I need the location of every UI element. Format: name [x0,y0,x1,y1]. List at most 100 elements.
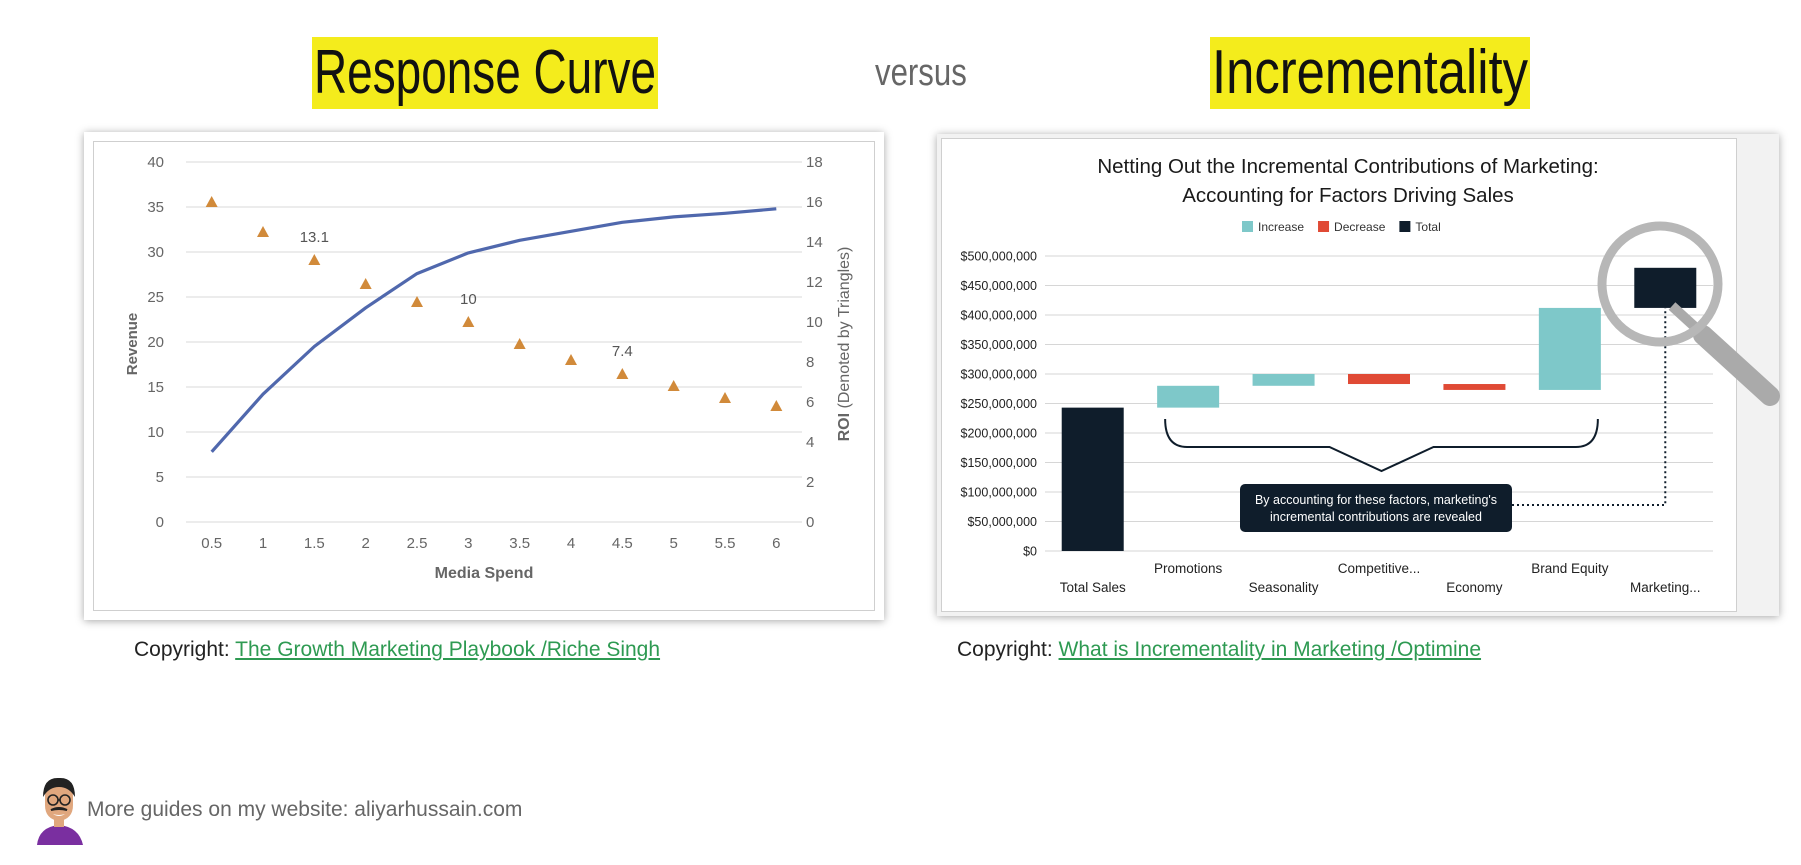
y-tick-label: $200,000,000 [961,427,1038,441]
incrementality-panel: Netting Out the Incremental Contribution… [937,134,1780,616]
callout-line-2: incremental contributions are revealed [1270,510,1482,524]
roi-triangle-marker [411,296,423,307]
x-tick-label: 6 [772,535,780,552]
y2-axis-label-bold: ROI [836,413,853,441]
waterfall-bar [1538,307,1601,390]
cartoon-avatar-icon [37,777,83,845]
y-tick-label: $0 [1023,545,1037,559]
footer-website-text: More guides on my website: aliyarhussain… [87,798,523,821]
roi-triangle-marker [616,368,629,379]
y2-tick-label: 10 [806,314,823,331]
x-tick-label: 2 [361,535,369,552]
x-category-label: Total Sales [1060,580,1126,595]
y-tick-label: $500,000,000 [961,250,1038,264]
copyright-right-prefix: Copyright: [957,638,1059,661]
footer: More guides on my website: aliyarhussain… [33,775,522,845]
roi-data-label: 7.4 [612,343,633,360]
factors-brace [1164,418,1599,473]
roi-triangle-marker [565,354,577,365]
y-tick-label: 25 [147,289,164,306]
roi-triangle-marker [359,278,372,289]
chart-legend: Increase Decrease Total [1242,220,1441,234]
roi-triangle-marker [513,338,526,349]
y-tick-label: 35 [147,199,164,216]
roi-data-label: 10 [460,291,477,308]
x-tick-label: 2.5 [407,535,428,552]
legend-label: Increase [1258,220,1304,234]
y2-tick-label: 18 [806,154,823,171]
y-tick-label: $250,000,000 [961,397,1038,411]
x-tick-label: 5.5 [715,535,736,552]
legend-swatch [1318,221,1330,232]
y-tick-label: $100,000,000 [961,486,1038,500]
waterfall-bar [1634,267,1697,308]
y-tick-label: 30 [147,244,164,261]
x-category-label: Promotions [1154,561,1223,576]
legend-swatch [1242,221,1253,232]
chart-title-line-2: Accounting for Factors Driving Sales [1182,184,1514,207]
x-tick-label: 1 [259,535,267,552]
y-tick-label: 20 [147,334,164,351]
callout-line-1: By accounting for these factors, marketi… [1255,493,1497,507]
roi-triangle-marker [257,226,269,237]
waterfall-bar [1252,374,1315,386]
y2-tick-label: 14 [806,234,823,251]
y-tick-label: 40 [147,154,164,171]
growth-playbook-link[interactable]: The Growth Marketing Playbook /Riche Sin… [235,638,661,661]
y2-tick-label: 16 [806,194,823,211]
y-axis-label: Revenue [124,313,141,376]
x-tick-label: 3.5 [509,535,530,552]
x-tick-label: 5 [669,535,677,552]
x-tick-label: 3 [464,535,472,552]
callout-background [1240,484,1512,532]
y-tick-label: $400,000,000 [961,309,1038,323]
roi-triangle-marker [308,254,321,265]
copyright-right: Copyright: What is Incrementality in Mar… [957,638,1481,662]
y2-axis-label-rest: (Denoted by Triangles) [836,247,853,413]
x-axis-label: Media Spend [435,565,534,582]
y-tick-label: $150,000,000 [961,456,1038,470]
y2-axis-label: ROI (Denoted by Triangles) [836,247,853,442]
x-category-label: Competitive... [1338,561,1421,576]
waterfall-chart: Netting Out the Incremental Contribution… [961,155,1780,595]
legend-label: Decrease [1334,220,1386,234]
optimine-link[interactable]: What is Incrementality in Marketing /Opt… [1058,638,1482,661]
y2-tick-label: 8 [806,354,814,371]
y2-tick-label: 2 [806,474,814,491]
y-tick-label: $350,000,000 [961,338,1038,352]
waterfall-bar [1348,374,1410,385]
y-tick-label: $300,000,000 [961,368,1038,382]
roi-triangle-marker [770,400,783,411]
y2-tick-label: 4 [806,434,814,451]
y2-tick-label: 12 [806,274,823,291]
x-tick-label: 4 [567,535,575,552]
incrementality-title: Incrementality [1210,37,1530,109]
magnifying-glass-icon [1597,221,1780,406]
waterfall-bar [1157,385,1220,408]
chart-title-line-1: Netting Out the Incremental Contribution… [1097,155,1598,178]
roi-triangle-marker [462,316,475,327]
waterfall-bar [1061,407,1124,551]
x-category-label: Brand Equity [1531,561,1609,576]
x-tick-label: 4.5 [612,535,633,552]
legend-swatch [1399,221,1411,232]
y-tick-label: $50,000,000 [967,515,1037,529]
y-tick-label: 0 [156,514,164,531]
roi-triangle-marker [667,380,680,391]
y2-tick-label: 6 [806,394,814,411]
versus-label: versus [875,52,967,94]
response-curve-frame [93,141,875,611]
revenue-line [210,207,777,453]
roi-triangle-marker [719,392,731,403]
roi-triangle-marker [205,196,218,207]
callout-box: By accounting for these factors, marketi… [1240,484,1512,532]
y-tick-label: $450,000,000 [961,279,1038,293]
x-category-label: Marketing... [1630,580,1701,595]
y-tick-label: 5 [156,469,164,486]
response-curve-title: Response Curve [312,37,658,109]
y-tick-label: 15 [147,379,164,396]
x-category-label: Economy [1446,580,1503,595]
roi-data-label: 13.1 [300,229,329,246]
x-tick-label: 1.5 [304,535,325,552]
